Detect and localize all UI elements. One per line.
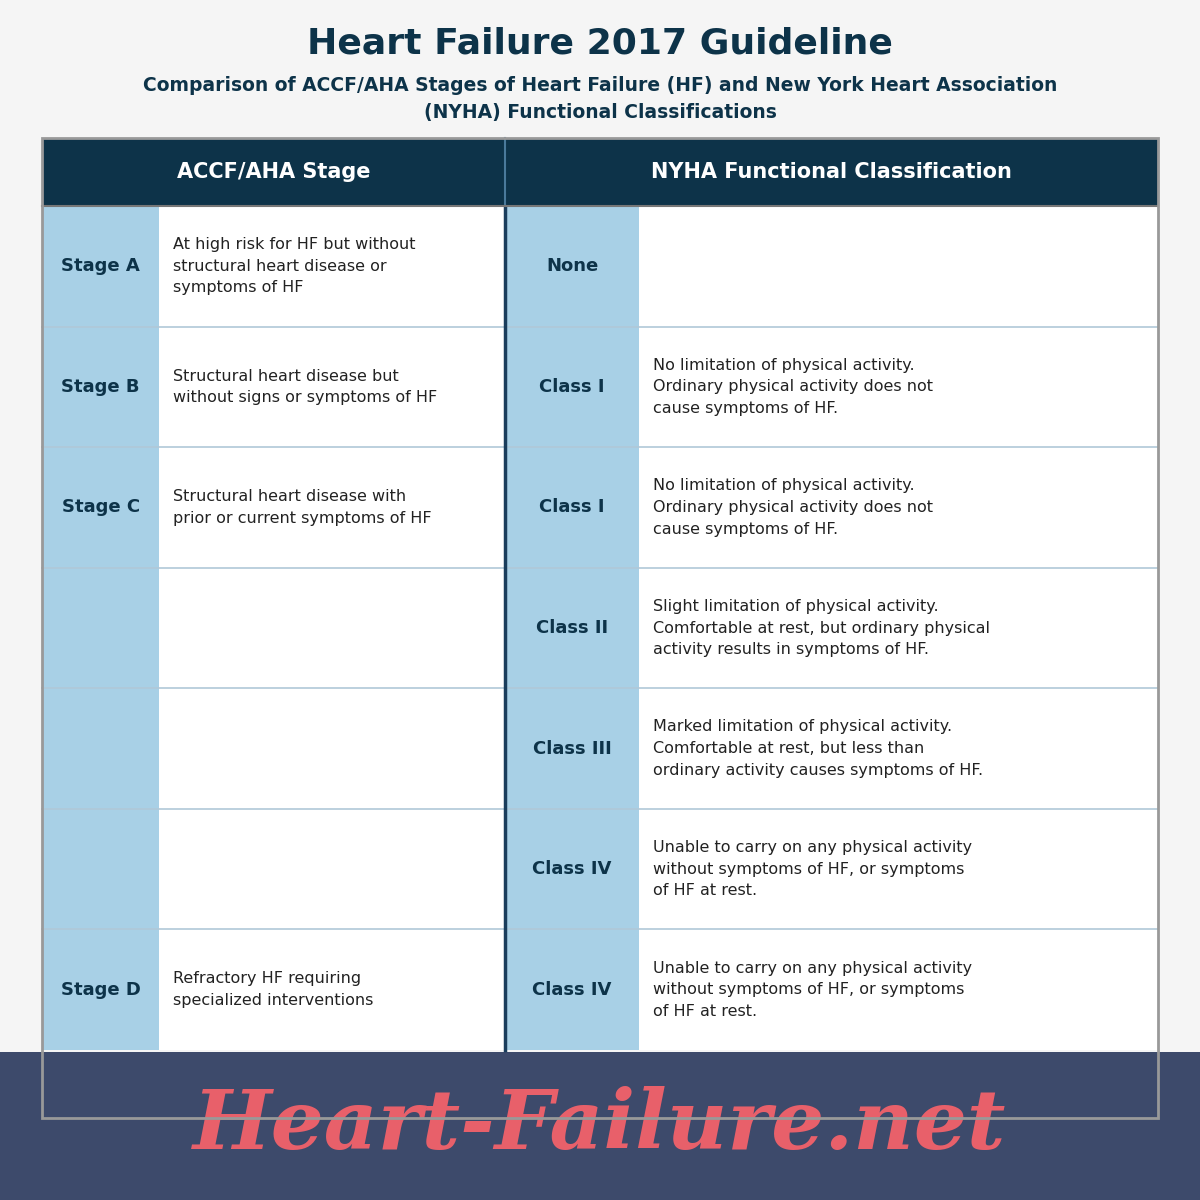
Bar xyxy=(640,689,1158,809)
Bar xyxy=(160,206,505,326)
Bar xyxy=(505,689,640,809)
Bar xyxy=(42,448,160,568)
Text: Stage A: Stage A xyxy=(61,257,140,275)
Text: Class I: Class I xyxy=(539,498,605,516)
Text: Unable to carry on any physical activity
without symptoms of HF, or symptoms
of : Unable to carry on any physical activity… xyxy=(653,961,972,1019)
Bar xyxy=(505,206,640,326)
Text: Class IV: Class IV xyxy=(533,980,612,998)
Text: Heart Failure 2017 Guideline: Heart Failure 2017 Guideline xyxy=(307,26,893,61)
Text: Marked limitation of physical activity.
Comfortable at rest, but less than
ordin: Marked limitation of physical activity. … xyxy=(653,720,983,778)
Text: At high risk for HF but without
structural heart disease or
symptoms of HF: At high risk for HF but without structur… xyxy=(173,238,415,295)
Text: Unable to carry on any physical activity
without symptoms of HF, or symptoms
of : Unable to carry on any physical activity… xyxy=(653,840,972,899)
Bar xyxy=(640,206,1158,326)
Bar xyxy=(640,448,1158,568)
Text: Stage D: Stage D xyxy=(61,980,140,998)
Text: NYHA Functional Classification: NYHA Functional Classification xyxy=(652,162,1012,182)
Bar xyxy=(160,689,505,809)
Bar xyxy=(160,568,505,689)
Text: Heart-Failure.net: Heart-Failure.net xyxy=(193,1086,1007,1166)
Bar xyxy=(42,930,160,1050)
Bar xyxy=(640,568,1158,689)
Bar xyxy=(160,809,505,930)
Bar xyxy=(42,326,160,448)
Bar xyxy=(0,1052,1200,1200)
Text: Stage B: Stage B xyxy=(61,378,140,396)
Bar xyxy=(42,568,160,689)
Bar xyxy=(160,326,505,448)
Bar xyxy=(640,930,1158,1050)
Bar xyxy=(505,326,640,448)
Text: Structural heart disease with
prior or current symptoms of HF: Structural heart disease with prior or c… xyxy=(173,490,432,526)
Text: No limitation of physical activity.
Ordinary physical activity does not
cause sy: No limitation of physical activity. Ordi… xyxy=(653,358,934,416)
Text: Class II: Class II xyxy=(536,619,608,637)
Text: Class I: Class I xyxy=(539,378,605,396)
Bar xyxy=(505,448,640,568)
Bar xyxy=(42,138,1158,206)
Text: Class IV: Class IV xyxy=(533,860,612,878)
Text: Refractory HF requiring
specialized interventions: Refractory HF requiring specialized inte… xyxy=(173,972,373,1008)
Bar xyxy=(505,809,640,930)
Bar xyxy=(42,206,160,326)
Bar xyxy=(505,930,640,1050)
Bar xyxy=(42,689,160,809)
Bar xyxy=(160,930,505,1050)
Text: No limitation of physical activity.
Ordinary physical activity does not
cause sy: No limitation of physical activity. Ordi… xyxy=(653,479,934,536)
Bar xyxy=(160,448,505,568)
Text: Class III: Class III xyxy=(533,739,612,757)
Text: ACCF/AHA Stage: ACCF/AHA Stage xyxy=(176,162,371,182)
Bar xyxy=(640,326,1158,448)
Bar xyxy=(640,809,1158,930)
Text: None: None xyxy=(546,257,599,275)
Text: Comparison of ACCF/AHA Stages of Heart Failure (HF) and New York Heart Associati: Comparison of ACCF/AHA Stages of Heart F… xyxy=(143,76,1057,122)
Bar xyxy=(42,138,1158,1118)
Text: Structural heart disease but
without signs or symptoms of HF: Structural heart disease but without sig… xyxy=(173,368,438,406)
Text: Slight limitation of physical activity.
Comfortable at rest, but ordinary physic: Slight limitation of physical activity. … xyxy=(653,599,990,658)
Bar xyxy=(505,568,640,689)
Text: Stage C: Stage C xyxy=(61,498,139,516)
Bar xyxy=(42,809,160,930)
